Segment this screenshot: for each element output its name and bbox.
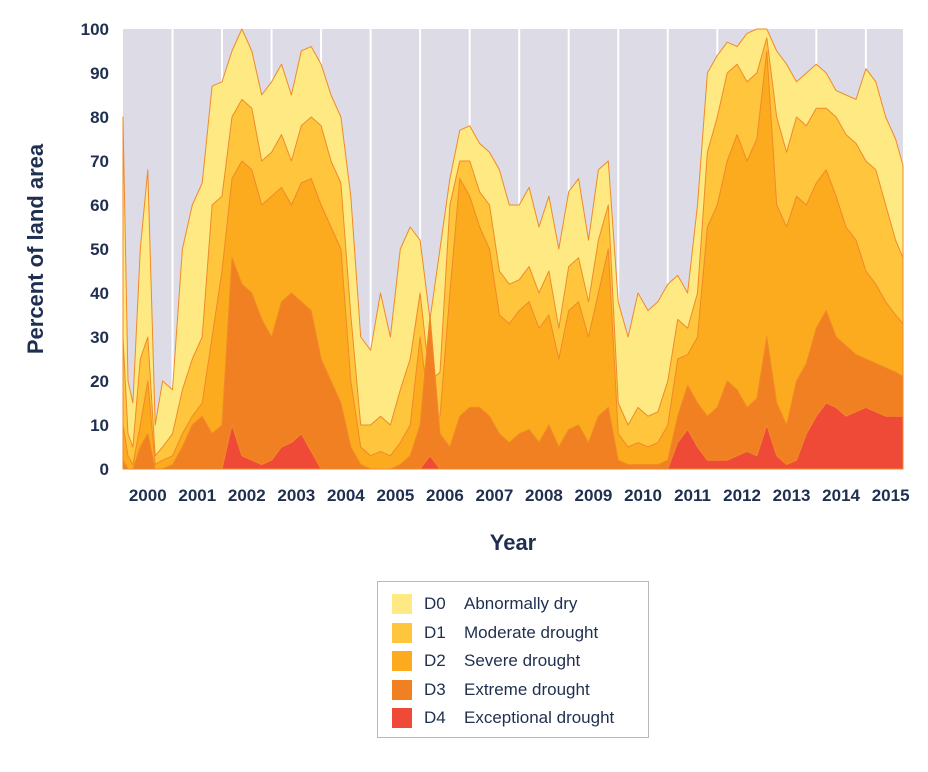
- y-tick-label: 60: [90, 196, 109, 215]
- legend-label: Exceptional drought: [464, 708, 615, 727]
- legend-label: Moderate drought: [464, 622, 599, 642]
- legend-item: D1 Moderate drought: [392, 622, 598, 644]
- x-tick-label: 2008: [525, 486, 563, 505]
- legend-item: D3 Extreme drought: [392, 679, 590, 701]
- legend-code: D0: [424, 594, 446, 613]
- y-tick-label: 50: [90, 240, 109, 259]
- legend-item: D2 Severe drought: [392, 650, 580, 672]
- legend-swatch: [392, 622, 412, 643]
- series-area-4: [122, 257, 904, 470]
- legend-swatch: [392, 594, 412, 614]
- legend-item: D0 Abnormally dry: [392, 593, 577, 615]
- y-tick-label: 100: [81, 20, 109, 39]
- legend: D0 Abnormally dry D1 Moderate drought D2 Seve…: [377, 581, 649, 738]
- series-area-5: [122, 402, 904, 470]
- x-tick-label: 2004: [327, 486, 365, 505]
- y-tick-label: 90: [90, 64, 109, 83]
- x-tick-label: 2005: [376, 486, 414, 505]
- y-tick-label: 20: [90, 372, 109, 391]
- legend-code: D3: [424, 679, 446, 699]
- y-tick-label: 40: [90, 284, 109, 303]
- y-tick-label: 0: [100, 460, 109, 479]
- x-tick-label: 2011: [674, 486, 711, 505]
- x-tick-label: 2013: [773, 486, 811, 505]
- y-tick-label: 70: [90, 152, 109, 171]
- area-layer: [122, 28, 904, 470]
- x-tick-label: 2015: [872, 486, 910, 505]
- legend-label: Abnormally dry: [464, 594, 578, 613]
- legend-label: Extreme drought: [464, 679, 590, 699]
- x-tick-labels: 2000 2001 2002 2003 2004 2005 2006 2007 2008 2009…: [129, 486, 910, 505]
- y-tick-labels: 0 10 20 30 40 50 60 70 80 90 100: [81, 20, 109, 479]
- legend-swatch: [392, 651, 412, 671]
- legend-label: Severe drought: [464, 651, 581, 670]
- x-tick-label: 2002: [228, 486, 266, 505]
- legend-swatch: [392, 679, 412, 700]
- x-tick-label: 2006: [426, 486, 464, 505]
- legend-swatch: [392, 708, 412, 728]
- x-tick-label: 2012: [723, 486, 761, 505]
- y-tick-label: 80: [90, 108, 109, 127]
- x-tick-label: 2003: [277, 486, 315, 505]
- x-tick-label: 2010: [624, 486, 662, 505]
- legend-code: D4: [424, 708, 446, 727]
- legend-item: D4 Exceptional drought: [392, 707, 614, 729]
- x-tick-label: 2009: [575, 486, 613, 505]
- x-tick-label: 2007: [476, 486, 514, 505]
- y-axis-title: Percent of land area: [23, 143, 48, 354]
- x-tick-label: 2000: [129, 486, 167, 505]
- legend-code: D2: [424, 651, 446, 670]
- y-tick-label: 10: [90, 416, 109, 435]
- y-tick-label: 30: [90, 328, 109, 347]
- x-tick-label: 2014: [822, 486, 860, 505]
- legend-code: D1: [424, 622, 446, 642]
- x-axis-title: Year: [490, 530, 537, 555]
- x-tick-label: 2001: [178, 486, 216, 505]
